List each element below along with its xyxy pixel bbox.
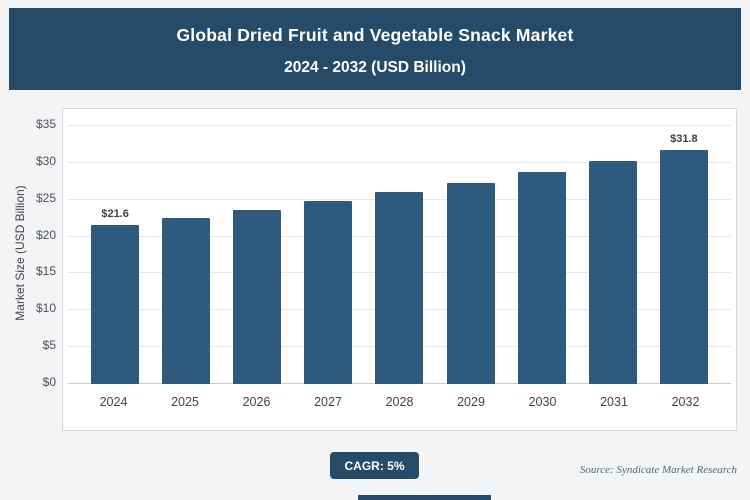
bar-2031	[588, 161, 637, 384]
x-tick-label: 2028	[385, 395, 414, 409]
bar-2026	[233, 210, 282, 384]
x-tick-label: 2031	[600, 395, 628, 409]
bar-2032	[659, 149, 708, 384]
y-tick-label: $5	[42, 338, 56, 353]
x-axis-labels: 2024 2025 2026 2027 2028 2029 2030 2031 2032	[68, 395, 731, 409]
y-tick-label: $30	[35, 153, 56, 168]
bar-2030	[517, 172, 566, 384]
bar-group-2031	[588, 144, 637, 384]
bar-group-2027	[304, 184, 353, 384]
bar-group-2024: $21.6	[91, 207, 140, 384]
bar-group-2032: $31.8	[659, 132, 708, 384]
bar-value-label: $31.8	[670, 132, 698, 145]
bar-group-2026	[233, 193, 282, 384]
x-tick-label: 2025	[171, 395, 199, 409]
y-tick-label: $25	[35, 190, 56, 205]
bar-2028	[375, 191, 424, 384]
bar-2029	[446, 182, 495, 384]
x-tick-label: 2027	[314, 395, 342, 409]
cagr-badge-label: CAGR: 5%	[344, 458, 405, 473]
plot-area: $21.6 $31.8	[68, 125, 731, 384]
bar-2025	[162, 218, 211, 384]
y-tick-label: $15	[35, 264, 56, 279]
y-tick-label: $0	[42, 375, 56, 389]
y-tick-label: $20	[35, 227, 56, 242]
chart-panel: $21.6 $31.8 2024 2025 2026 2027 2028 2029 2030 2…	[62, 108, 737, 431]
bar-group-2030	[517, 155, 566, 384]
cagr-badge: CAGR: 5%	[330, 452, 419, 479]
x-tick-label: 2032	[671, 395, 700, 409]
chart-subtitle: 2024 - 2032 (USD Billion)	[284, 59, 466, 76]
bar-value-label: $21.6	[101, 207, 129, 220]
bar-2024	[91, 224, 140, 384]
x-tick-label: 2029	[457, 395, 485, 409]
x-tick-label: 2024	[99, 395, 128, 409]
bar-group-2028	[375, 175, 424, 384]
y-tick-label: $10	[35, 301, 56, 316]
x-tick-label: 2030	[528, 395, 557, 409]
y-tick-label: $35	[35, 117, 56, 131]
bar-group-2029	[446, 166, 495, 384]
gridline	[68, 125, 731, 126]
chart-title-banner: Global Dried Fruit and Vegetable Snack M…	[9, 8, 741, 90]
bottom-accent-bar	[358, 495, 491, 500]
chart-title: Global Dried Fruit and Vegetable Snack M…	[176, 25, 574, 45]
x-tick-label: 2026	[242, 395, 271, 409]
gridline	[68, 161, 731, 163]
bar-2027	[304, 201, 353, 384]
bar-group-2025	[162, 201, 211, 384]
bars: $21.6 $31.8	[68, 126, 731, 384]
y-axis-ticks: $0 $5 $10 $15 $20 $25 $30 $35	[0, 108, 56, 432]
source-attribution: Source: Syndicate Market Research	[579, 464, 737, 476]
